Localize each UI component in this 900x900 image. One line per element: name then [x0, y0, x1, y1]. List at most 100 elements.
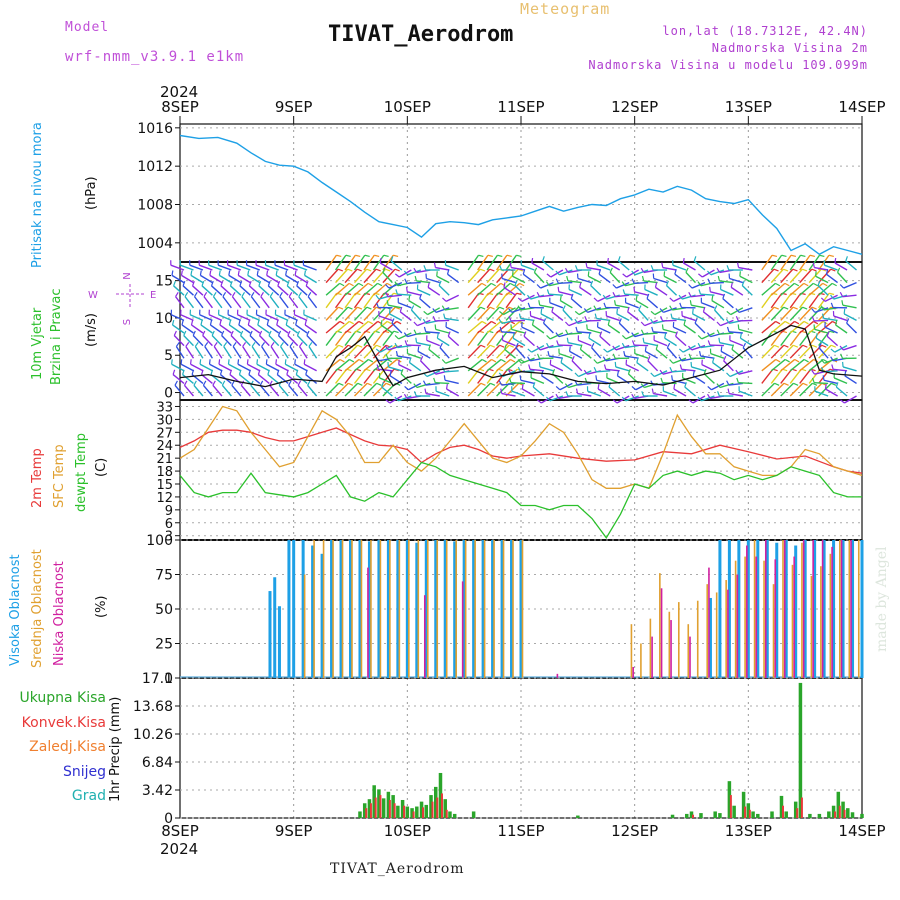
wind-barb-flag	[528, 364, 531, 370]
wind-barb	[666, 347, 678, 359]
wind-barb	[780, 254, 792, 271]
wind-barb	[823, 317, 838, 322]
wind-barb	[520, 317, 535, 322]
y-tick-label: 10	[155, 311, 173, 327]
wind-barb-flag	[508, 308, 513, 313]
cloud-bar	[472, 540, 476, 678]
cloud-bar	[455, 540, 457, 678]
wind-barb-flag	[694, 318, 698, 324]
wind-barb	[416, 382, 431, 389]
wind-barb-flag	[819, 254, 825, 258]
wind-barb-flag	[294, 270, 297, 276]
wind-barb-flag	[384, 345, 390, 351]
panel-frame	[179, 123, 863, 263]
wind-barb	[444, 370, 459, 373]
wind-barb-flag	[376, 364, 380, 370]
wind-barb	[740, 337, 753, 347]
wind-barb	[387, 294, 402, 298]
wind-barb	[229, 285, 242, 296]
wind-barb-flag	[621, 335, 627, 340]
wind-barb-flag	[306, 330, 310, 336]
wind-barb	[213, 346, 223, 359]
wind-barb-flag	[552, 368, 556, 375]
wind-barb	[681, 315, 696, 322]
wind-barb	[567, 342, 582, 347]
wind-barb	[558, 291, 573, 296]
cloud-bar	[765, 540, 769, 678]
wind-barb-flag	[390, 256, 394, 262]
wind-barb-flag	[500, 358, 506, 363]
wind-barb	[251, 346, 261, 359]
wind-barb-flag	[830, 302, 834, 308]
wind-barb-flag	[735, 369, 740, 375]
wind-barb-flag	[229, 369, 233, 375]
wind-barb-flag	[180, 359, 183, 365]
y-tick-label: 9	[165, 504, 173, 519]
wind-barb-flag	[640, 383, 645, 388]
wind-barb	[780, 306, 794, 321]
wind-barb	[204, 346, 214, 359]
y-tick-label: 15	[156, 478, 173, 493]
wind-barb-flag	[276, 369, 280, 375]
wind-barb	[266, 363, 280, 372]
wind-barb	[549, 395, 564, 402]
y-tick-label: 30	[156, 413, 173, 428]
wind-barb-flag	[298, 292, 302, 297]
wind-barb-flag	[305, 369, 308, 375]
wind-barb-flag	[374, 254, 380, 258]
wind-barb-flag	[591, 342, 595, 348]
wind-barb-flag	[698, 289, 702, 295]
wind-barb-flag	[414, 275, 417, 282]
wind-barb	[477, 368, 490, 384]
wind-barb-flag	[688, 291, 692, 297]
wind-barb-flag	[670, 313, 673, 319]
cloud-bar	[341, 540, 344, 678]
wind-barb	[799, 358, 815, 372]
wind-barb	[842, 366, 857, 372]
wind-barb-flag	[840, 399, 845, 404]
time-axis-label-bottom: 14SEP	[838, 822, 885, 840]
model-elevation-label: Nadmorska Visina u modelu 109.099m	[588, 58, 868, 72]
precip-bar	[471, 811, 476, 818]
wind-barb-flag	[566, 275, 569, 282]
y-tick-label: 15	[155, 274, 173, 290]
wind-barb	[354, 282, 369, 296]
wind-barb	[664, 337, 677, 347]
wind-barb	[426, 277, 440, 284]
wind-barb	[824, 294, 838, 302]
wind-barb	[799, 330, 812, 347]
wind-barb	[372, 292, 385, 309]
wind-barb	[739, 275, 753, 284]
wind-barb-flag	[546, 342, 550, 348]
precip-bar	[391, 795, 395, 818]
wind-barb	[398, 302, 412, 309]
wind-barb	[702, 311, 715, 321]
time-axis-label-bottom: 8SEP	[161, 822, 199, 840]
wind-barb	[496, 254, 508, 271]
wind-barb-flag	[357, 344, 363, 348]
wind-barb-flag	[669, 297, 674, 302]
wind-barb	[265, 264, 279, 271]
cloud-bar	[689, 636, 691, 678]
wind-barb-flag	[555, 385, 561, 391]
precip-bar	[860, 813, 864, 818]
precip-bar	[415, 806, 419, 818]
wind-barb	[653, 339, 668, 347]
wind-barb-flag	[822, 282, 828, 287]
precip-bar	[576, 815, 580, 818]
wind-barb-flag	[503, 282, 506, 288]
wind-barb	[577, 392, 592, 397]
wind-barb	[548, 344, 563, 349]
wind-barb-flag	[238, 369, 242, 375]
precip-bar	[434, 786, 438, 818]
cloud-bar	[860, 540, 864, 678]
wind-barb-flag	[394, 273, 400, 278]
wind-barb	[799, 368, 812, 384]
precip-bar	[838, 805, 841, 818]
precip-bar	[386, 791, 391, 818]
wind-barb-flag	[202, 330, 206, 336]
wind-barb-flag	[689, 300, 692, 306]
wind-barb-flag	[480, 344, 486, 348]
wind-barb-flag	[675, 331, 678, 337]
wind-barb	[587, 390, 602, 397]
